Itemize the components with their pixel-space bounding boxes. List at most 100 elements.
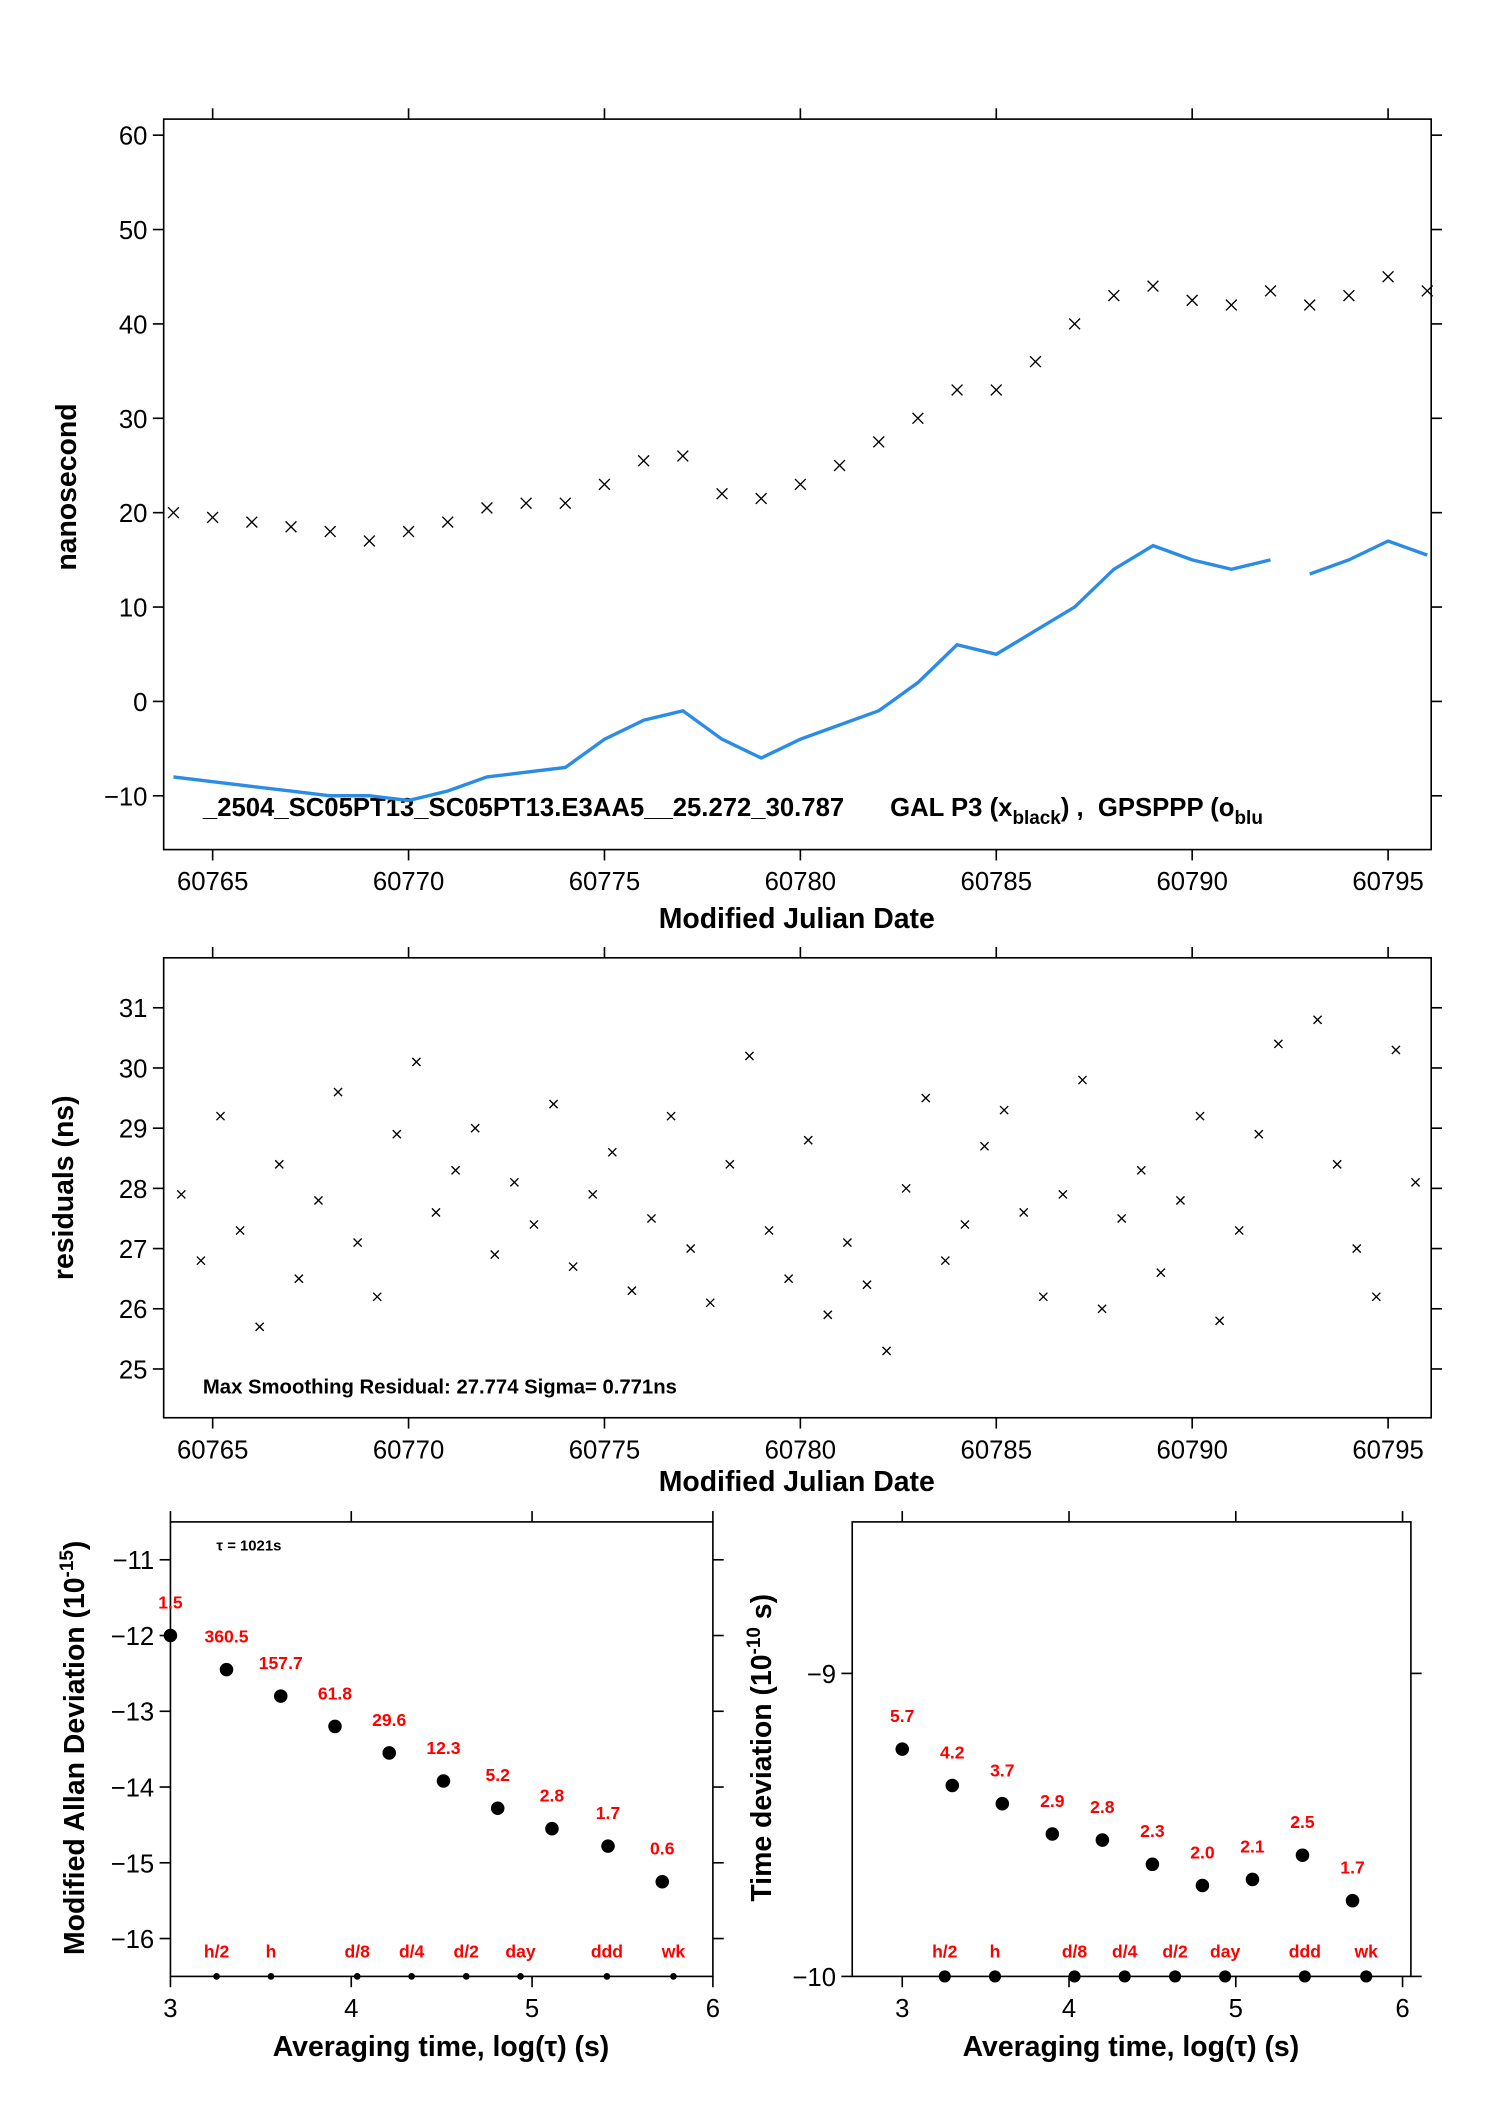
x-tick-label: 60765 bbox=[177, 868, 248, 896]
reference-marker bbox=[988, 1970, 1002, 1983]
reference-marker bbox=[213, 1973, 220, 1980]
marker-stroke bbox=[764, 1225, 774, 1236]
point-label: 1.7 bbox=[596, 1803, 620, 1823]
data-point bbox=[363, 535, 376, 547]
marker-stroke bbox=[324, 525, 337, 538]
data-point bbox=[490, 1250, 500, 1260]
y-tick-label: 30 bbox=[119, 406, 148, 434]
data-point bbox=[646, 1213, 657, 1224]
data-point bbox=[1345, 1893, 1360, 1908]
plot-frame bbox=[851, 1521, 1412, 1978]
marker-stroke bbox=[372, 1292, 382, 1302]
reference-label: wk bbox=[1353, 1941, 1378, 1961]
marker-stroke bbox=[274, 1159, 284, 1169]
marker-stroke bbox=[353, 1238, 363, 1248]
reference-marker bbox=[1360, 1970, 1373, 1983]
data-point bbox=[598, 478, 611, 491]
marker-stroke bbox=[951, 384, 963, 396]
y-tick-label: 30 bbox=[119, 1055, 148, 1083]
data-point bbox=[1303, 299, 1316, 311]
data-point bbox=[1295, 1848, 1310, 1862]
data-point bbox=[529, 1219, 539, 1230]
marker-stroke bbox=[833, 459, 846, 472]
data-point bbox=[568, 1262, 578, 1272]
marker-stroke bbox=[803, 1135, 813, 1145]
reference-label: ddd bbox=[1289, 1941, 1321, 1961]
data-point bbox=[901, 1183, 911, 1193]
data-point bbox=[163, 1628, 178, 1643]
marker-stroke bbox=[1332, 1159, 1342, 1169]
point-label: 2.3 bbox=[1140, 1821, 1165, 1841]
reference-marker bbox=[1219, 1970, 1232, 1983]
y-axis-label-part: s) bbox=[746, 1594, 778, 1627]
data-point bbox=[490, 1801, 505, 1816]
data-point bbox=[921, 1093, 931, 1103]
y-tick-label: −14 bbox=[111, 1775, 155, 1803]
x-tick-label: 60795 bbox=[1352, 1436, 1423, 1464]
marker-stroke bbox=[1147, 280, 1159, 293]
marker-stroke bbox=[294, 1274, 304, 1284]
marker-stroke bbox=[1058, 1189, 1068, 1199]
x-tick-label: 60765 bbox=[177, 1436, 248, 1464]
data-point bbox=[895, 1742, 910, 1756]
point-label: 2.1 bbox=[1240, 1836, 1265, 1856]
marker-stroke bbox=[637, 454, 650, 467]
x-tick-label: 4 bbox=[1062, 1995, 1076, 2023]
reference-marker bbox=[670, 1973, 677, 1980]
y-tick-label: 31 bbox=[119, 995, 148, 1023]
x-tick-label: 60785 bbox=[961, 1436, 1032, 1464]
marker-stroke bbox=[999, 1105, 1009, 1115]
marker-stroke bbox=[979, 1141, 990, 1151]
reference-marker bbox=[1068, 1970, 1081, 1983]
data-point bbox=[764, 1225, 774, 1236]
x-tick-label: 6 bbox=[706, 1995, 720, 2023]
data-point bbox=[744, 1051, 754, 1061]
reference-label: h/2 bbox=[932, 1941, 958, 1961]
data-point bbox=[509, 1177, 519, 1187]
data-point bbox=[1045, 1827, 1060, 1841]
marker-stroke bbox=[167, 506, 180, 519]
marker-stroke bbox=[607, 1147, 617, 1157]
point-label: 12.3 bbox=[426, 1738, 460, 1758]
x-axis-label: Averaging time, log(τ) (s) bbox=[273, 2031, 610, 2063]
reference-label: day bbox=[1210, 1941, 1241, 1961]
marker-stroke bbox=[646, 1213, 657, 1224]
y-axis-label-part: Time deviation (10 bbox=[746, 1654, 778, 1901]
data-point bbox=[1136, 1165, 1146, 1175]
data-point bbox=[353, 1238, 363, 1248]
data-point bbox=[1117, 1213, 1127, 1224]
data-point bbox=[676, 450, 689, 462]
data-point bbox=[167, 506, 180, 519]
y-axis-label-sup: -10 bbox=[744, 1627, 765, 1654]
x-tick-label: 60780 bbox=[765, 1436, 836, 1464]
marker-stroke bbox=[1136, 1165, 1146, 1175]
marker-stroke bbox=[568, 1262, 578, 1272]
marker-stroke bbox=[509, 1177, 519, 1187]
data-point bbox=[666, 1111, 676, 1121]
data-point bbox=[601, 1839, 615, 1853]
data-point bbox=[1382, 270, 1394, 283]
data-point bbox=[411, 1057, 421, 1067]
data-point bbox=[436, 1774, 451, 1788]
x-tick-label: 5 bbox=[525, 1995, 539, 2023]
x-tick-label: 6 bbox=[1395, 1995, 1409, 2023]
y-axis-label: Time deviation (10-10 s) bbox=[744, 1594, 778, 1902]
marker-stroke bbox=[559, 497, 572, 510]
reference-label: day bbox=[505, 1941, 536, 1961]
marker-stroke bbox=[1156, 1268, 1166, 1278]
point-label: 1.7 bbox=[1340, 1858, 1364, 1878]
marker-stroke bbox=[1421, 284, 1434, 297]
y-tick-label: 60 bbox=[119, 123, 148, 151]
marker-stroke bbox=[1382, 270, 1394, 283]
annotation-part: ) , GPSPPP (o bbox=[1061, 794, 1235, 822]
data-point bbox=[206, 511, 219, 524]
marker-stroke bbox=[823, 1310, 833, 1320]
marker-stroke bbox=[960, 1219, 970, 1230]
marker-stroke bbox=[451, 1165, 461, 1175]
marker-stroke bbox=[1019, 1207, 1029, 1217]
data-point bbox=[431, 1207, 441, 1217]
marker-stroke bbox=[431, 1207, 441, 1217]
y-tick-label: 0 bbox=[133, 689, 147, 717]
marker-stroke bbox=[794, 478, 807, 491]
marker-stroke bbox=[1273, 1039, 1283, 1049]
